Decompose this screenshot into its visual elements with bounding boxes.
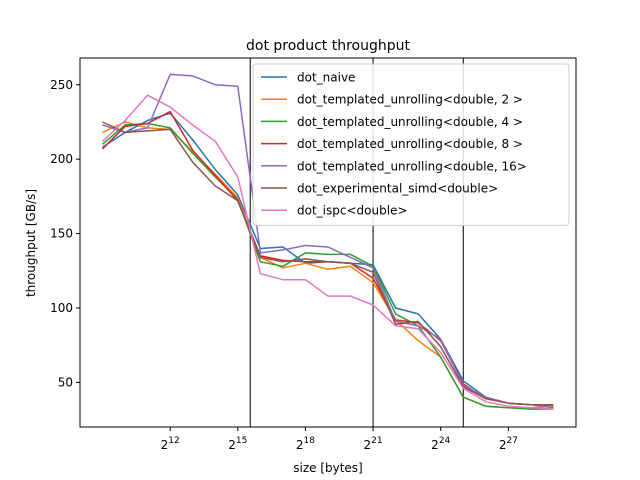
- x-tick-label-5: 224: [431, 436, 450, 452]
- axes-frame: [79, 57, 577, 428]
- y-tick-label-2: 100: [50, 301, 73, 315]
- x-tick-label-2: 215: [228, 436, 247, 452]
- legend-label-4: dot_templated_unrolling<double, 8 >: [297, 137, 523, 151]
- chart-title: dot product throughput: [246, 38, 410, 54]
- series-line-3: [102, 122, 554, 410]
- x-axis-label: size [bytes]: [293, 461, 363, 475]
- x-tick-label-6: 227: [499, 436, 518, 452]
- series-line-7: [101, 94, 554, 410]
- x-tick-label-4: 221: [364, 436, 383, 452]
- legend: dot_naive dot_templated_unrolling<double,…: [252, 63, 570, 226]
- y-axis-label: throughput [GB/s]: [24, 189, 38, 297]
- y-tick-label-5: 250: [50, 78, 73, 92]
- legend-label-5: dot_templated_unrolling<double, 16>: [297, 159, 527, 173]
- y-tick-label-1: 50: [58, 375, 73, 389]
- y-axis-ticks: 50 100 150 200 250: [50, 78, 80, 389]
- x-axis-ticks: 212 215 218 221 224 227: [161, 427, 518, 452]
- legend-label-3: dot_templated_unrolling<double, 4 >: [297, 115, 523, 129]
- legend-label-6: dot_experimental_simd<double>: [297, 182, 498, 196]
- legend-box: [252, 63, 570, 226]
- y-tick-label-3: 150: [50, 227, 73, 241]
- x-tick-label-3: 218: [296, 436, 315, 452]
- y-tick-label-4: 200: [50, 152, 73, 166]
- legend-label-2: dot_templated_unrolling<double, 2 >: [297, 93, 523, 107]
- legend-label-7: dot_ispc<double>: [297, 204, 407, 218]
- series-line-5: [102, 73, 554, 409]
- legend-label-1: dot_naive: [297, 71, 355, 85]
- x-tick-label-1: 212: [161, 436, 180, 452]
- series-line-6: [102, 121, 554, 406]
